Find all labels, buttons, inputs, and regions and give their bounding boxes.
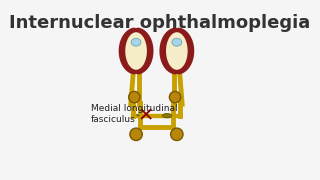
Ellipse shape — [131, 38, 141, 46]
Circle shape — [129, 91, 140, 103]
Ellipse shape — [124, 31, 148, 71]
Circle shape — [171, 128, 183, 141]
Text: Internuclear ophthalmoplegia: Internuclear ophthalmoplegia — [9, 14, 311, 32]
Ellipse shape — [163, 113, 172, 118]
Circle shape — [169, 91, 181, 103]
Text: Medial longitudinal
fasciculus: Medial longitudinal fasciculus — [91, 104, 178, 124]
Circle shape — [130, 128, 142, 141]
Ellipse shape — [165, 31, 188, 71]
Ellipse shape — [172, 38, 182, 46]
Text: ✕: ✕ — [138, 106, 154, 125]
